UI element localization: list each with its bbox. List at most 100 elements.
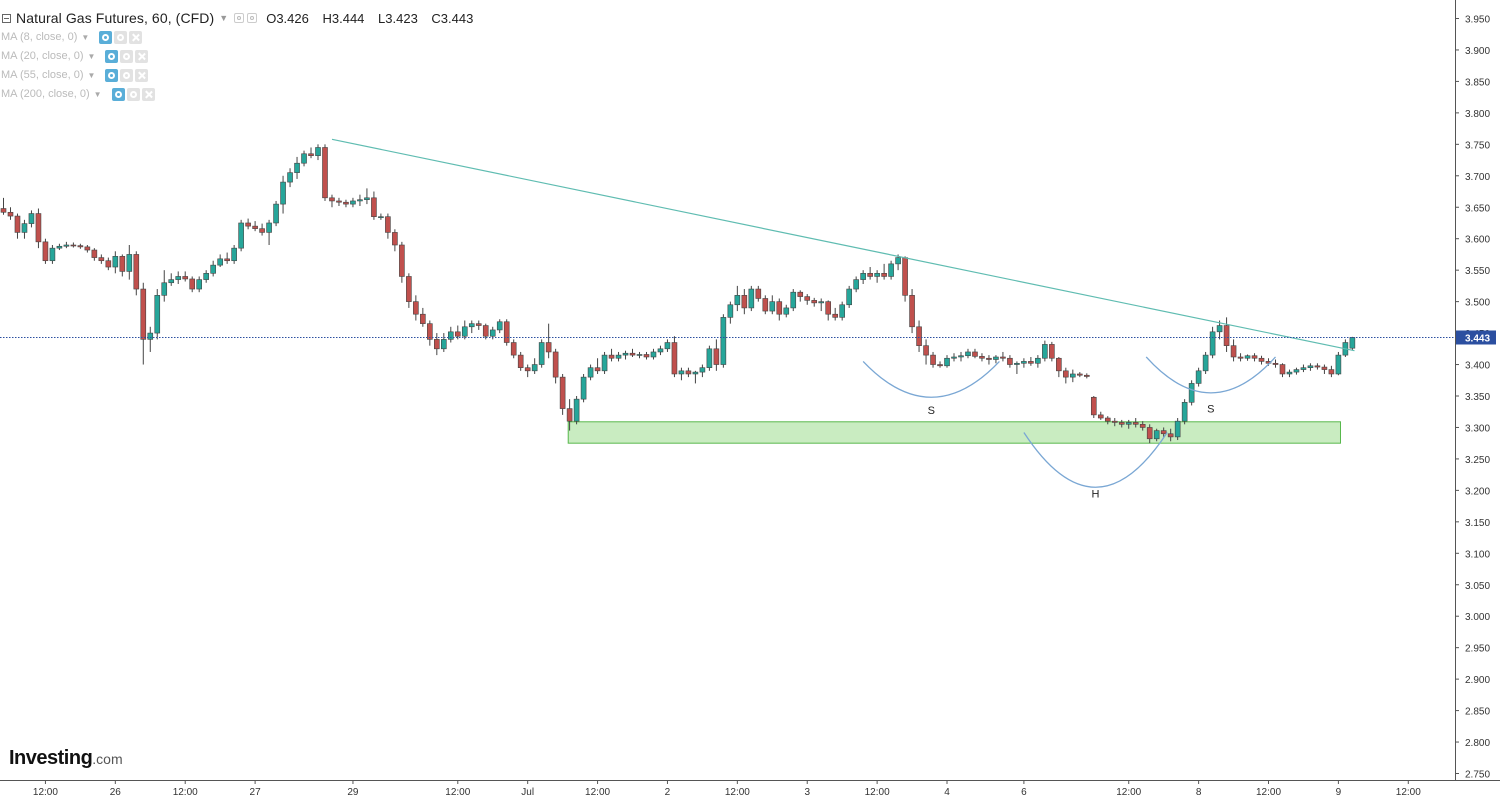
chevron-down-icon[interactable]: ▼ [219,13,229,23]
candle-body [385,216,391,233]
candle [196,276,202,293]
candle-body [657,348,664,353]
gear-icon[interactable] [120,68,134,82]
candle [454,325,461,340]
candle-body [839,304,845,318]
candle-body [804,296,811,301]
candle [755,285,762,302]
chevron-down-icon[interactable]: ▼ [87,51,96,61]
gear-icon[interactable] [120,49,134,63]
indicator-label: MA (20, close, 0) [1,50,84,62]
pattern-arc[interactable] [862,360,1000,398]
x-tick-label: 12:00 [725,787,750,798]
eye-icon[interactable] [105,68,119,82]
candle-body [7,211,14,217]
indicator-row[interactable]: MA (200, close, 0) ▼ [1,86,157,102]
candle [133,251,140,296]
candle-body [447,331,454,340]
candle [28,210,35,228]
chevron-down-icon[interactable]: ▼ [87,70,96,80]
candle-body [1070,373,1076,378]
candle [91,248,98,261]
pattern-arc[interactable] [1023,432,1168,488]
candle [1118,419,1125,428]
candle [867,267,873,280]
gear-icon[interactable] [126,87,140,101]
pattern-arc[interactable] [1145,356,1276,394]
candle [224,252,230,264]
chevron-down-icon[interactable]: ▼ [81,32,90,42]
candle-body [1028,361,1034,364]
candle-body [538,342,545,365]
eye-icon[interactable] [111,87,125,101]
candle-body [580,376,587,400]
candle-body [790,291,797,309]
candle [1028,356,1034,366]
y-tick-label: 2.900 [1465,675,1490,686]
gear-icon[interactable] [114,30,128,44]
candle-body [811,300,818,304]
candle [517,351,524,371]
candle [531,358,538,374]
candle-body [63,244,70,247]
candle-body [461,326,468,337]
candle [364,188,370,205]
chart-header: Natural Gas Futures, 60, (CFD) ▼ O3.426 … [2,9,483,27]
candle-body [636,354,643,356]
x-tick-label: 3 [804,787,810,798]
y-tick-label: 3.250 [1465,455,1490,466]
candle [1328,365,1335,378]
pattern-label: S [928,405,935,417]
candle [1209,326,1216,359]
trendline[interactable] [331,138,1355,352]
candle-body [916,326,922,346]
close-icon[interactable] [135,49,149,63]
candle [881,263,887,280]
support-zone[interactable] [567,421,1341,444]
candle-body [874,273,880,277]
visibility-icon[interactable] [234,13,245,23]
candle-body [301,153,307,164]
eye-icon[interactable] [99,30,113,44]
candle [762,295,769,315]
x-tick-label: 12:00 [1396,787,1421,798]
indicator-row[interactable]: MA (55, close, 0) ▼ [1,67,150,83]
close-icon[interactable] [129,30,143,44]
candle-body [1035,357,1041,364]
x-tick-label: 12:00 [1116,787,1141,798]
candle-body [343,201,349,205]
close-icon[interactable] [135,68,149,82]
candle [294,156,300,179]
eye-icon[interactable] [105,49,119,63]
candle [49,245,56,264]
candle [0,197,7,215]
close-icon[interactable] [141,87,155,101]
logo-brand: Investing [9,747,93,769]
candle-body [545,342,552,353]
candle-body [496,321,503,331]
indicator-row[interactable]: MA (20, close, 0) ▼ [1,48,150,64]
candle-body [825,301,832,315]
candle-body [769,301,776,312]
candle-body [189,278,196,290]
candle [1188,380,1195,406]
candle [42,238,49,264]
indicator-row[interactable]: MA (8, close, 0) ▼ [1,29,144,45]
candle [832,307,838,321]
candle [1000,351,1006,362]
candle-body [392,232,398,246]
settings-icon[interactable] [247,13,258,23]
candle [392,229,398,252]
candle [203,270,209,283]
candle-body [1132,422,1139,425]
candle-body [1272,362,1279,365]
candle [1153,428,1160,442]
candle-body [364,197,370,201]
candle [825,300,832,321]
chevron-down-icon[interactable]: ▼ [93,89,102,99]
candle-body [406,276,412,302]
collapse-icon[interactable] [2,13,11,23]
candle [538,339,545,368]
